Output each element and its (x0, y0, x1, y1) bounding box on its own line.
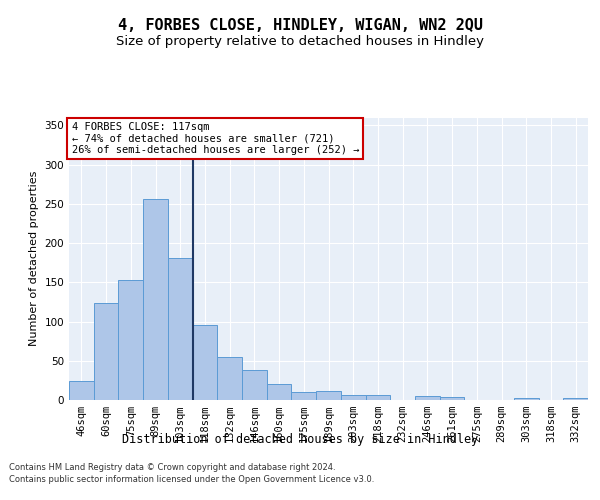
Bar (440, 397, 464, 400)
Text: 4 FORBES CLOSE: 117sqm
← 74% of detached houses are smaller (721)
26% of semi-de: 4 FORBES CLOSE: 117sqm ← 74% of detached… (71, 122, 359, 155)
Bar (168, 258, 193, 400)
Text: Distribution of detached houses by size in Hindley: Distribution of detached houses by size … (122, 432, 478, 446)
Bar (341, 394, 365, 400)
Text: Contains HM Land Registry data © Crown copyright and database right 2024.: Contains HM Land Registry data © Crown c… (9, 462, 335, 471)
Y-axis label: Number of detached properties: Number of detached properties (29, 171, 39, 346)
Bar (415, 396, 440, 400)
Bar (217, 357, 242, 400)
Bar (365, 396, 390, 400)
Bar (94, 302, 118, 400)
Text: Contains public sector information licensed under the Open Government Licence v3: Contains public sector information licen… (9, 475, 374, 484)
Bar (193, 326, 217, 400)
Bar (563, 398, 588, 400)
Bar (267, 384, 292, 400)
Bar (514, 398, 539, 400)
Text: Size of property relative to detached houses in Hindley: Size of property relative to detached ho… (116, 35, 484, 48)
Bar (143, 199, 168, 400)
Bar (316, 390, 341, 400)
Bar (242, 370, 267, 400)
Bar (292, 392, 316, 400)
Text: 4, FORBES CLOSE, HINDLEY, WIGAN, WN2 2QU: 4, FORBES CLOSE, HINDLEY, WIGAN, WN2 2QU (118, 18, 482, 32)
Bar (118, 280, 143, 400)
Bar (69, 381, 94, 400)
